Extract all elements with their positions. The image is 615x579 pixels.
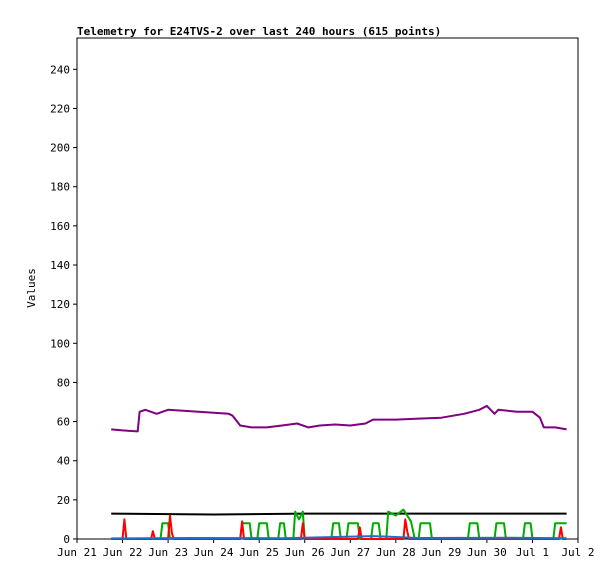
- x-tick-label: Jun 22: [103, 546, 143, 559]
- y-tick-label: 80: [57, 376, 70, 389]
- series-group: [111, 404, 567, 540]
- chart-title: Telemetry for E24TVS-2 over last 240 hou…: [77, 25, 441, 38]
- series-line-0: [111, 404, 567, 433]
- x-tick-label: Jul 2: [561, 546, 594, 559]
- x-axis: Jun 21 Jun 22 Jun 23 Jun 24 Jun 25 Jun 26 Jun …: [57, 539, 595, 559]
- x-tick-label: Jun 23: [148, 546, 188, 559]
- x-tick-label: Jun 24: [194, 546, 234, 559]
- y-tick-label: 20: [57, 494, 70, 507]
- y-tick-label: 180: [50, 181, 70, 194]
- y-tick-label: 0: [63, 533, 70, 546]
- x-tick-label: Jun 26: [285, 546, 325, 559]
- x-tick-label: Jun 28: [376, 546, 416, 559]
- series-line-1: [111, 512, 567, 516]
- y-axis: 0 20 40 60 80 100 120 140 160 180 200 220 240: [50, 63, 77, 546]
- x-tick-label: Jun 25: [239, 546, 279, 559]
- y-axis-label: Values: [25, 268, 38, 308]
- x-tick-label: Jun 30: [467, 546, 507, 559]
- x-tick-label: Jun 27: [330, 546, 370, 559]
- series-line-2: [111, 508, 567, 540]
- series-line-4: [111, 535, 567, 540]
- y-tick-label: 220: [50, 102, 70, 115]
- y-tick-label: 100: [50, 337, 70, 350]
- y-tick-label: 40: [57, 455, 70, 468]
- x-tick-label: Jun 21: [57, 546, 97, 559]
- y-tick-label: 120: [50, 298, 70, 311]
- plot-area-frame: [76, 37, 579, 540]
- x-tick-label: Jun 29: [421, 546, 461, 559]
- y-tick-label: 60: [57, 416, 70, 429]
- y-tick-label: 160: [50, 220, 70, 233]
- y-tick-label: 200: [50, 142, 70, 155]
- y-tick-label: 240: [50, 63, 70, 76]
- x-tick-label: Jul 1: [516, 546, 549, 559]
- y-tick-label: 140: [50, 259, 70, 272]
